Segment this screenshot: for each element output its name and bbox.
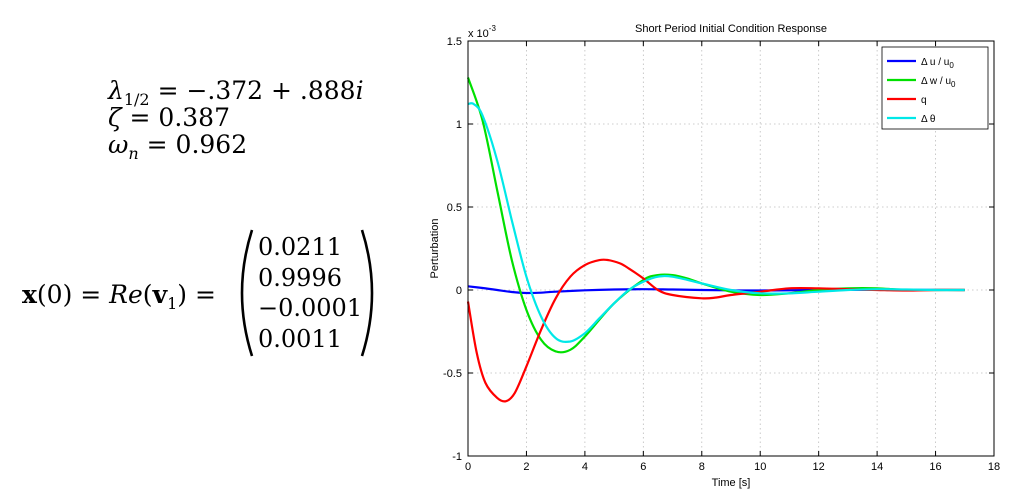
x-tick-label: 8 <box>699 461 705 473</box>
y-tick-label: 1.5 <box>447 36 462 48</box>
plot-frame <box>467 40 995 457</box>
initial-condition-equation: x(0) = Re(v1) = <box>22 280 216 313</box>
legend-entry: Δ u / u0 <box>921 57 954 70</box>
x-tick-label: 14 <box>871 461 883 473</box>
x-axis-label: Time [s] <box>712 477 751 489</box>
x-tick-label: 0 <box>465 461 471 473</box>
legend-entry-label: q <box>921 95 927 106</box>
y-tick-label: 1 <box>456 119 462 131</box>
lambda-subscript: 1/2 <box>123 90 150 109</box>
grid-lines <box>468 41 994 456</box>
legend-entry: Δ θ <box>921 114 936 125</box>
y-tick-label: -1 <box>452 451 462 463</box>
vector-entry: 0.9996 <box>258 263 342 292</box>
y-tick-label: 0.5 <box>447 202 462 214</box>
x-tick-label: 4 <box>582 461 588 473</box>
eigenvalue-value: = −.372 + .888 <box>157 76 356 105</box>
zeta-symbol: ζ <box>108 103 122 132</box>
axis-ticks: 0 2 4 6 8 10 12 14 16 18 -1 -0.5 0 0.5 1 1.5 <box>443 36 1000 473</box>
real-part-operator: Re <box>109 280 143 309</box>
vector-entry: 0.0011 <box>258 324 342 353</box>
damping-ratio-equation: ζ = 0.387 <box>108 103 230 132</box>
legend-entry-label: Δ θ <box>921 114 936 125</box>
x-tick-label: 12 <box>813 461 825 473</box>
damping-ratio-value: = 0.387 <box>129 103 230 132</box>
exponent-base: x 10 <box>468 28 489 40</box>
imaginary-unit: i <box>355 76 364 105</box>
state-vector-symbol: x <box>22 280 37 309</box>
series-lines <box>466 77 965 403</box>
equations-panel: λ1/2 = −.372 + .888i ζ = 0.387 ωn = 0.96… <box>0 0 420 493</box>
close-paren-equals: ) = <box>177 280 216 309</box>
series-line <box>467 285 965 295</box>
x-tick-label: 6 <box>640 461 646 473</box>
natural-frequency-equation: ωn = 0.962 <box>108 130 247 163</box>
y-axis-exponent: x 10-3 <box>468 24 496 40</box>
series-line <box>467 102 965 343</box>
initial-vector-entries: 0.0211 0.9996 −0.0001 0.0011 <box>258 232 362 354</box>
x-tick-label: 18 <box>988 461 1000 473</box>
legend-entry-label: Δ u / u <box>921 57 949 68</box>
eigenvector-subscript: 1 <box>167 294 178 313</box>
open-paren: ( <box>142 280 153 309</box>
right-matrix-bracket <box>360 229 374 357</box>
series-line <box>466 258 965 403</box>
chart-title: Short Period Initial Condition Response <box>635 23 827 35</box>
y-tick-label: 0 <box>456 285 462 297</box>
legend-entry: Δ w / u0 <box>921 76 956 89</box>
left-matrix-bracket <box>240 229 254 357</box>
omega-symbol: ω <box>108 130 129 159</box>
legend-entry-subscript: 0 <box>951 80 956 89</box>
initial-argument: (0) = <box>36 280 110 309</box>
eigenvalue-equation: λ1/2 = −.372 + .888i <box>108 76 364 109</box>
lambda-symbol: λ <box>108 76 124 105</box>
legend-entry: q <box>921 95 927 106</box>
x-tick-label: 2 <box>523 461 529 473</box>
legend-entry-label: Δ w / u <box>921 76 951 87</box>
response-chart: 0 2 4 6 8 10 12 14 16 18 -1 -0.5 0 0.5 1 1.5 Short Peri… <box>429 23 1000 489</box>
natural-frequency-value: = 0.962 <box>146 130 248 159</box>
omega-subscript: n <box>128 144 139 163</box>
x-tick-label: 10 <box>754 461 766 473</box>
y-axis-label: Perturbation <box>429 219 441 279</box>
vector-entry: −0.0001 <box>258 294 363 322</box>
vector-entry: 0.0211 <box>258 233 342 261</box>
x-tick-label: 16 <box>929 461 941 473</box>
y-tick-label: -0.5 <box>443 368 462 380</box>
legend-entry-subscript: 0 <box>949 61 954 70</box>
eigenvector-symbol: v <box>152 280 168 309</box>
exponent-power: -3 <box>489 24 497 33</box>
